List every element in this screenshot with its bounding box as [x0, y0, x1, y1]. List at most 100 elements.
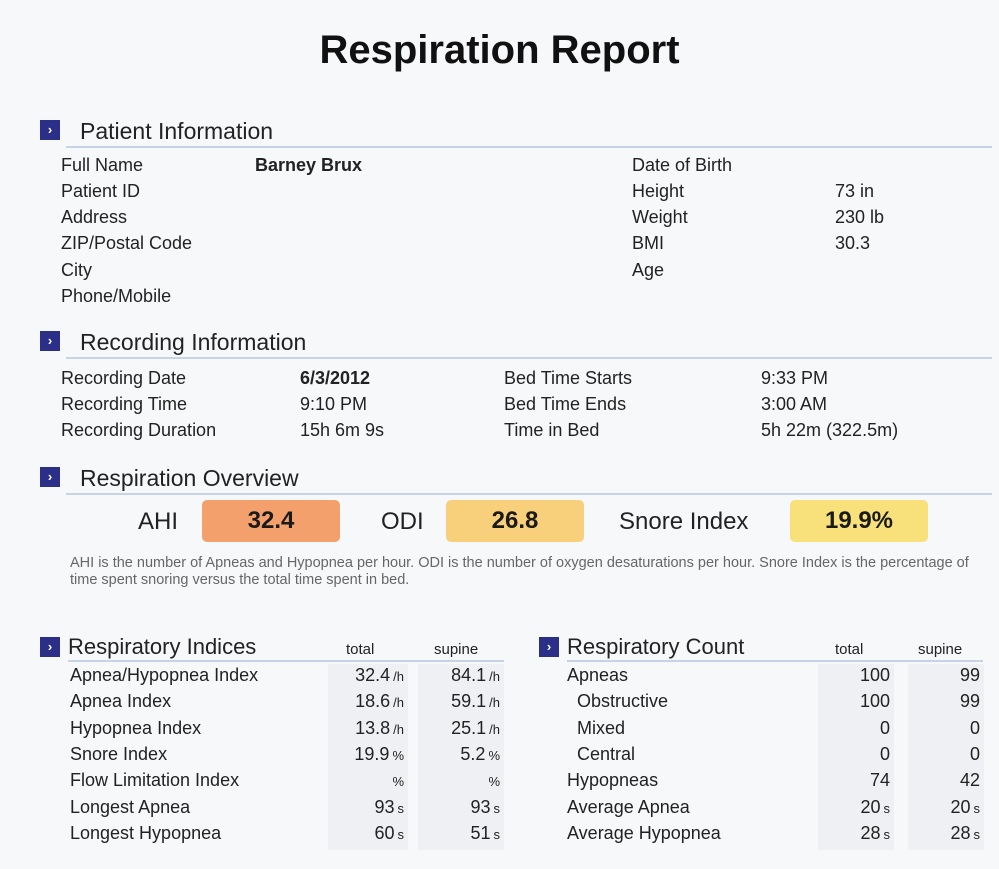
cell-value: 51 [470, 822, 491, 843]
table-cell-supine: 51 s [470, 823, 500, 844]
recording-label-date: Recording Date [61, 368, 187, 388]
table-row-label: Snore Index [70, 743, 168, 764]
table-row-label: Average Hypopnea [567, 822, 721, 843]
patient-label-id: Patient ID [61, 181, 141, 201]
table-cell-supine: 25.1/h [451, 718, 500, 739]
table-row-label: Apnea Index [70, 691, 172, 712]
table-row-label: Longest Apnea [70, 796, 191, 817]
snore-index-label: Snore Index [619, 508, 749, 535]
table-cell-supine: 99 [960, 691, 980, 712]
table-row-label: Obstructive [577, 691, 669, 712]
recording-label-time: Recording Time [61, 394, 188, 414]
indices-total-column-shade [328, 664, 408, 850]
recording-label-duration: Recording Duration [61, 420, 217, 440]
cell-value: 99 [959, 691, 980, 712]
table-cell-total: 0 [880, 718, 890, 739]
recording-value-bed-start: 9:33 PM [761, 368, 829, 388]
cell-value: 100 [859, 665, 890, 685]
recording-section-title: Recording Information [80, 329, 307, 355]
cell-unit: s [493, 800, 501, 816]
section-divider [66, 493, 992, 495]
cell-value: 5.2 [460, 743, 486, 764]
cell-value: 93 [374, 796, 395, 817]
patient-label-zip: ZIP/Postal Code [61, 233, 193, 253]
section-divider [66, 357, 992, 359]
indices-supine-column-shade [418, 664, 504, 850]
odi-value-badge: 26.8 [446, 500, 584, 542]
patient-label-full-name: Full Name [61, 155, 144, 175]
cell-unit: /h [489, 669, 500, 684]
patient-label-weight: Weight [632, 207, 688, 227]
counts-total-column-shade [818, 664, 894, 850]
snore-index-value-badge: 19.9% [790, 500, 928, 542]
page-title: Respiration Report [319, 28, 680, 72]
counts-table-divider [567, 660, 983, 662]
table-cell-supine: 20 s [950, 797, 980, 818]
cell-value: 100 [859, 691, 890, 712]
table-row-label: Apnea/Hypopnea Index [70, 665, 259, 685]
cell-unit: s [883, 800, 891, 816]
patient-value-weight: 230 lb [835, 207, 885, 227]
counts-col-supine: supine [918, 641, 963, 658]
chevron-right-icon: › [40, 637, 60, 657]
overview-section-header: › Respiration Overview [40, 465, 992, 495]
table-row-label: Longest Hypopnea [70, 822, 222, 843]
recording-value-date: 6/3/2012 [300, 368, 371, 388]
cell-value: 18.6 [355, 691, 391, 712]
cell-unit: % [488, 774, 500, 790]
counts-col-total: total [835, 641, 864, 658]
chevron-right-icon: › [40, 467, 60, 487]
counts-supine-column-shade [908, 664, 984, 850]
patient-section-title: Patient Information [80, 118, 274, 144]
table-cell-supine: 93 s [470, 797, 500, 818]
cell-unit: /h [393, 695, 404, 711]
recording-label-bed-end: Bed Time Ends [504, 394, 627, 414]
cell-value: 13.8 [355, 717, 391, 738]
cell-unit: s [493, 826, 501, 842]
cell-value: 25.1 [451, 717, 487, 738]
indices-col-total: total [346, 641, 375, 658]
cell-value: 0 [969, 717, 980, 738]
patient-label-height: Height [632, 181, 685, 201]
cell-value: 32.4 [355, 665, 391, 685]
cell-value: 20 [860, 796, 881, 817]
cell-unit: % [392, 747, 404, 763]
cell-value: 0 [879, 717, 890, 738]
table-row-label: Apneas [567, 665, 629, 685]
table-cell-supine: 5.2% [460, 744, 500, 765]
table-row-label: Average Apnea [567, 796, 690, 817]
cell-unit: % [488, 747, 500, 763]
table-cell-total: 74 [870, 770, 890, 791]
cell-value: 93 [470, 796, 491, 817]
cell-unit: % [392, 774, 404, 790]
table-cell-supine: 0 [970, 744, 980, 765]
table-cell-supine: 84.1/h [451, 665, 500, 686]
indices-table-divider [68, 660, 504, 662]
table-cell-total: 60 s [374, 823, 404, 844]
cell-value: 19.9 [354, 743, 390, 764]
section-divider [66, 146, 992, 148]
recording-label-bed-start: Bed Time Starts [504, 368, 633, 388]
cell-value: 20 [950, 796, 971, 817]
patient-value-bmi: 30.3 [835, 233, 871, 253]
table-cell-supine: 42 [960, 770, 980, 791]
table-cell-supine: 0 [970, 718, 980, 739]
counts-table-title: Respiratory Count [567, 634, 745, 659]
table-cell-supine: 28 s [950, 823, 980, 844]
cell-unit: s [883, 826, 891, 842]
table-cell-total: 13.8/h [355, 718, 404, 739]
cell-value: 28 [950, 822, 971, 843]
overview-section-title: Respiration Overview [80, 465, 299, 491]
table-row-label: Central [577, 743, 636, 764]
table-cell-total: 100 [860, 691, 890, 712]
recording-section-header: › Recording Information [40, 329, 992, 359]
cell-value: 28 [860, 822, 881, 843]
table-cell-total: 20 s [860, 797, 890, 818]
table-cell-total: 0 [880, 744, 890, 765]
patient-label-age: Age [632, 260, 665, 280]
table-cell-total: 32.4/h [355, 665, 404, 686]
cell-value: 0 [969, 743, 980, 764]
cell-unit: /h [393, 669, 404, 684]
recording-value-bed-end: 3:00 AM [761, 394, 828, 414]
cell-value: 59.1 [451, 691, 487, 712]
